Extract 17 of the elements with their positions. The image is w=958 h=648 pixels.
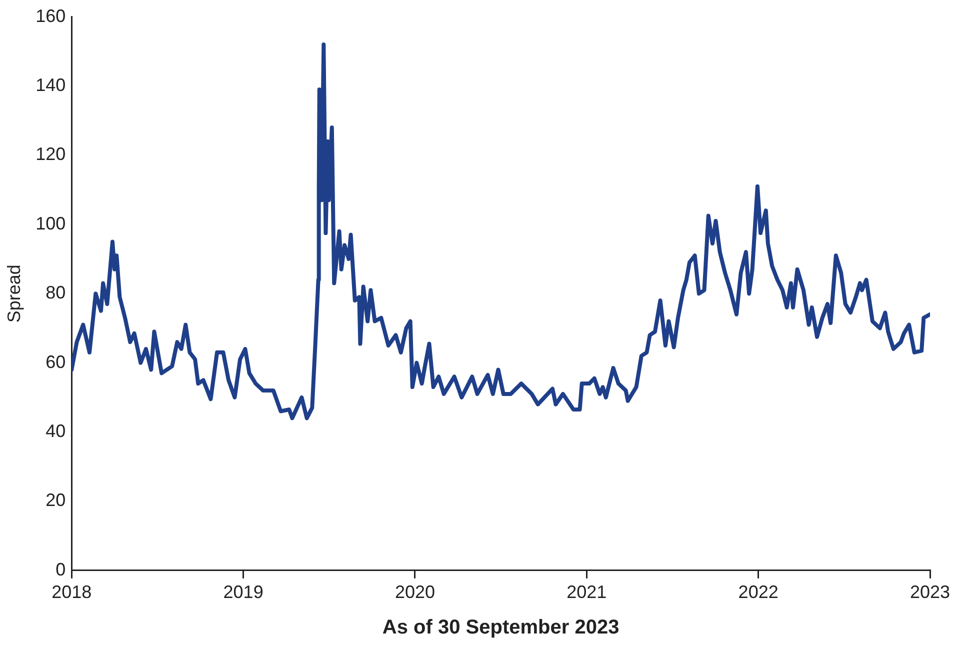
x-tick-label: 2020: [394, 582, 436, 602]
y-tick-label: 80: [46, 282, 66, 303]
y-tick-label: 140: [36, 74, 66, 95]
y-tick-label: 160: [36, 6, 66, 26]
x-tick-label: 2018: [52, 582, 92, 602]
x-axis-title: As of 30 September 2023: [382, 616, 620, 639]
x-tick-label: 2022: [738, 582, 778, 602]
y-tick-label: 0: [56, 559, 66, 580]
y-tick-label: 40: [46, 420, 66, 441]
x-tick-label: 2019: [223, 582, 264, 602]
y-tick-label: 20: [46, 490, 66, 510]
y-tick-label: 100: [36, 213, 66, 234]
x-tick-label: 2023: [910, 582, 950, 602]
y-tick-label: 60: [46, 352, 66, 372]
x-tick-label: 2021: [566, 582, 607, 602]
y-axis-title: Spread: [4, 264, 24, 323]
y-tick-label: 120: [36, 144, 66, 164]
